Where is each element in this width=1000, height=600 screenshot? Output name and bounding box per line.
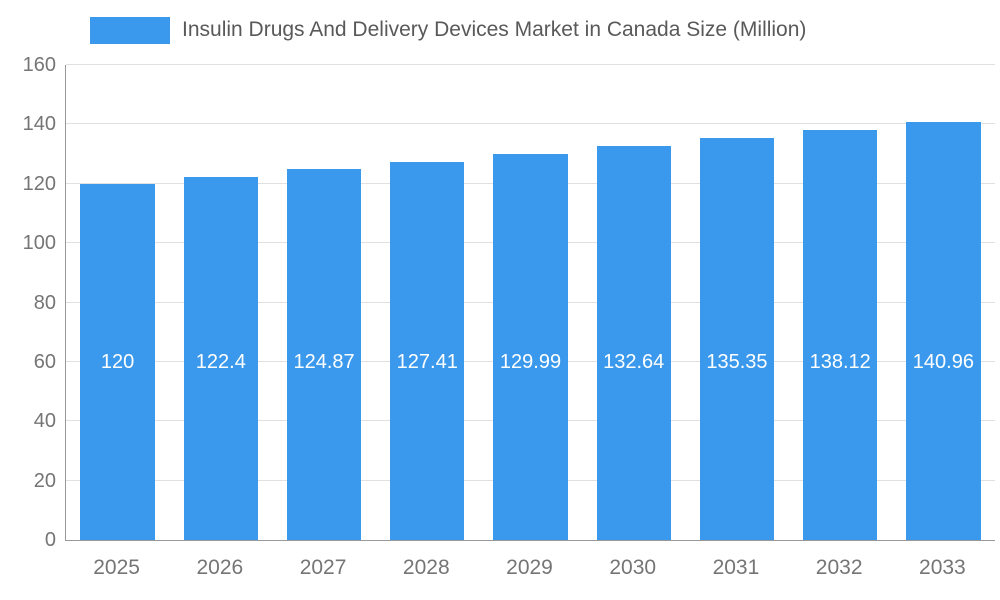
x-tick-label: 2033: [919, 556, 966, 579]
bar-value-label: 132.64: [603, 351, 665, 373]
bar-value-label: 138.12: [809, 351, 871, 373]
bar-value-label: 124.87: [293, 351, 355, 373]
y-tick-label: 80: [33, 291, 56, 314]
x-tick-label: 2028: [402, 556, 450, 579]
bar-value-label: 122.4: [195, 351, 246, 373]
bar-2027: 124.87: [286, 169, 362, 540]
bar-value-label: 129.99: [499, 351, 562, 373]
gridline: [66, 64, 995, 65]
plot-area: 120 122.4 124.87 127.41 129.99 132.64 135.35 13…: [65, 64, 995, 541]
bar-value-label: 127.41: [396, 351, 458, 373]
x-tick-label: 2027: [299, 556, 347, 579]
bar-2032: 138.12: [803, 129, 878, 540]
legend-swatch: [90, 16, 170, 44]
bar-2031: 135.35: [699, 138, 775, 540]
x-tick-label: 2026: [196, 556, 244, 579]
x-tick-label: 2031: [712, 556, 760, 579]
x-tick-label: 2032: [815, 556, 863, 579]
legend: Insulin Drugs And Delivery Devices Marke…: [90, 15, 806, 45]
y-tick-label: 140: [22, 113, 56, 136]
bar-2025: 120: [80, 183, 155, 540]
y-tick-label: 60: [33, 350, 56, 373]
y-tick-label: 40: [33, 410, 56, 433]
bar-2033: 140.96: [906, 121, 981, 540]
x-tick-label: 2030: [609, 556, 657, 579]
bar-2029: 129.99: [493, 154, 568, 540]
bar-value-label: 140.96: [912, 351, 974, 373]
x-axis: 2025 2026 2027 2028 2029 2030 2031 2032 2033: [65, 556, 994, 586]
y-tick-label: 160: [22, 54, 56, 76]
bar-value-label: 135.35: [706, 351, 768, 373]
y-axis: 0 20 40 60 80 100 120 140 160: [0, 55, 56, 550]
y-tick-label: 120: [22, 172, 56, 195]
x-tick-label: 2025: [93, 556, 140, 579]
y-tick-label: 20: [33, 469, 56, 492]
y-tick-label: 100: [22, 232, 56, 255]
chart-title: Insulin Drugs And Delivery Devices Marke…: [182, 18, 807, 41]
bar-2026: 122.4: [183, 176, 258, 540]
bar-2028: 127.41: [390, 161, 465, 540]
bar-2030: 132.64: [596, 146, 671, 540]
gridline: [66, 123, 995, 125]
y-tick-label: 0: [44, 529, 56, 551]
x-tick-label: 2029: [506, 556, 553, 579]
bar-value-label: 120: [100, 351, 135, 373]
